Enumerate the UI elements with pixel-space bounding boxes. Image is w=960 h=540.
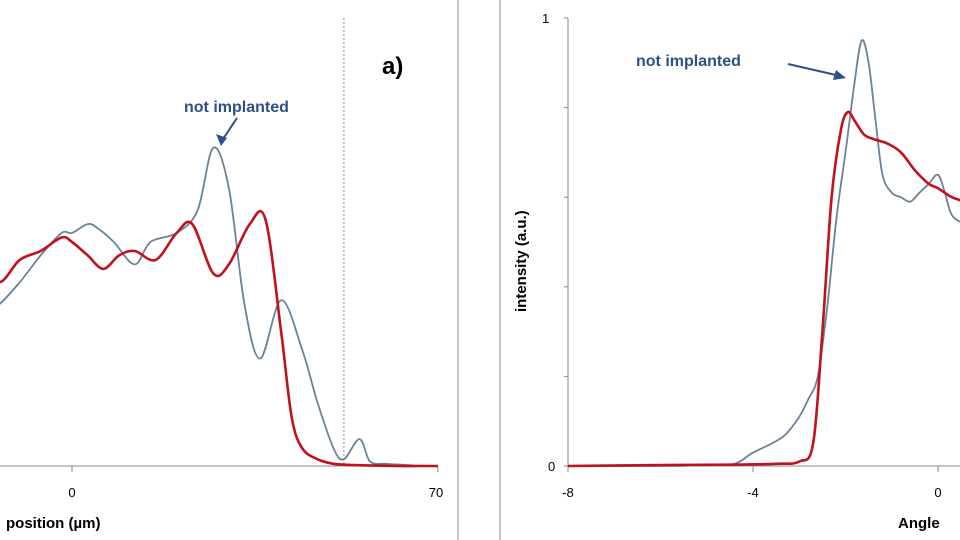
left-x-axis-title: position (µm) [6,515,100,532]
right-annotation: not implanted [636,53,741,70]
left-annotation-arrowhead [216,134,227,146]
right-y-tick-label-1: 1 [542,11,549,26]
right-x-tick-label-2: 0 [934,485,941,500]
right-chart: 0 1 -8 -4 0 Angle intensity (a.u.) not i… [513,11,960,532]
left-series-group [0,146,439,468]
left-series-implanted [0,209,438,468]
right-y-axis-title: intensity (a.u.) [513,210,530,312]
right-series-implanted [567,110,960,468]
right-x-tick-label-1: -4 [747,485,759,500]
left-panel-frame [457,0,459,540]
left-series-not-implanted [0,146,439,467]
left-chart: 0 70 position (µm) a) not implanted [0,18,443,532]
right-panel-frame [499,0,501,540]
left-annotation: not implanted [184,99,289,116]
right-series-group [567,39,960,468]
right-ticks [564,17,939,472]
left-panel-label: a) [382,53,403,80]
right-y-tick-label-0: 0 [548,459,555,474]
right-annotation-arrow [787,63,837,76]
right-annotation-arrowhead [833,70,846,80]
right-x-tick-label-0: -8 [562,485,574,500]
left-x-tick-label-1: 70 [429,485,443,500]
left-x-tick-label-0: 0 [68,485,75,500]
right-x-axis-title: Angle [898,515,940,532]
right-series-not-implanted [567,39,960,467]
